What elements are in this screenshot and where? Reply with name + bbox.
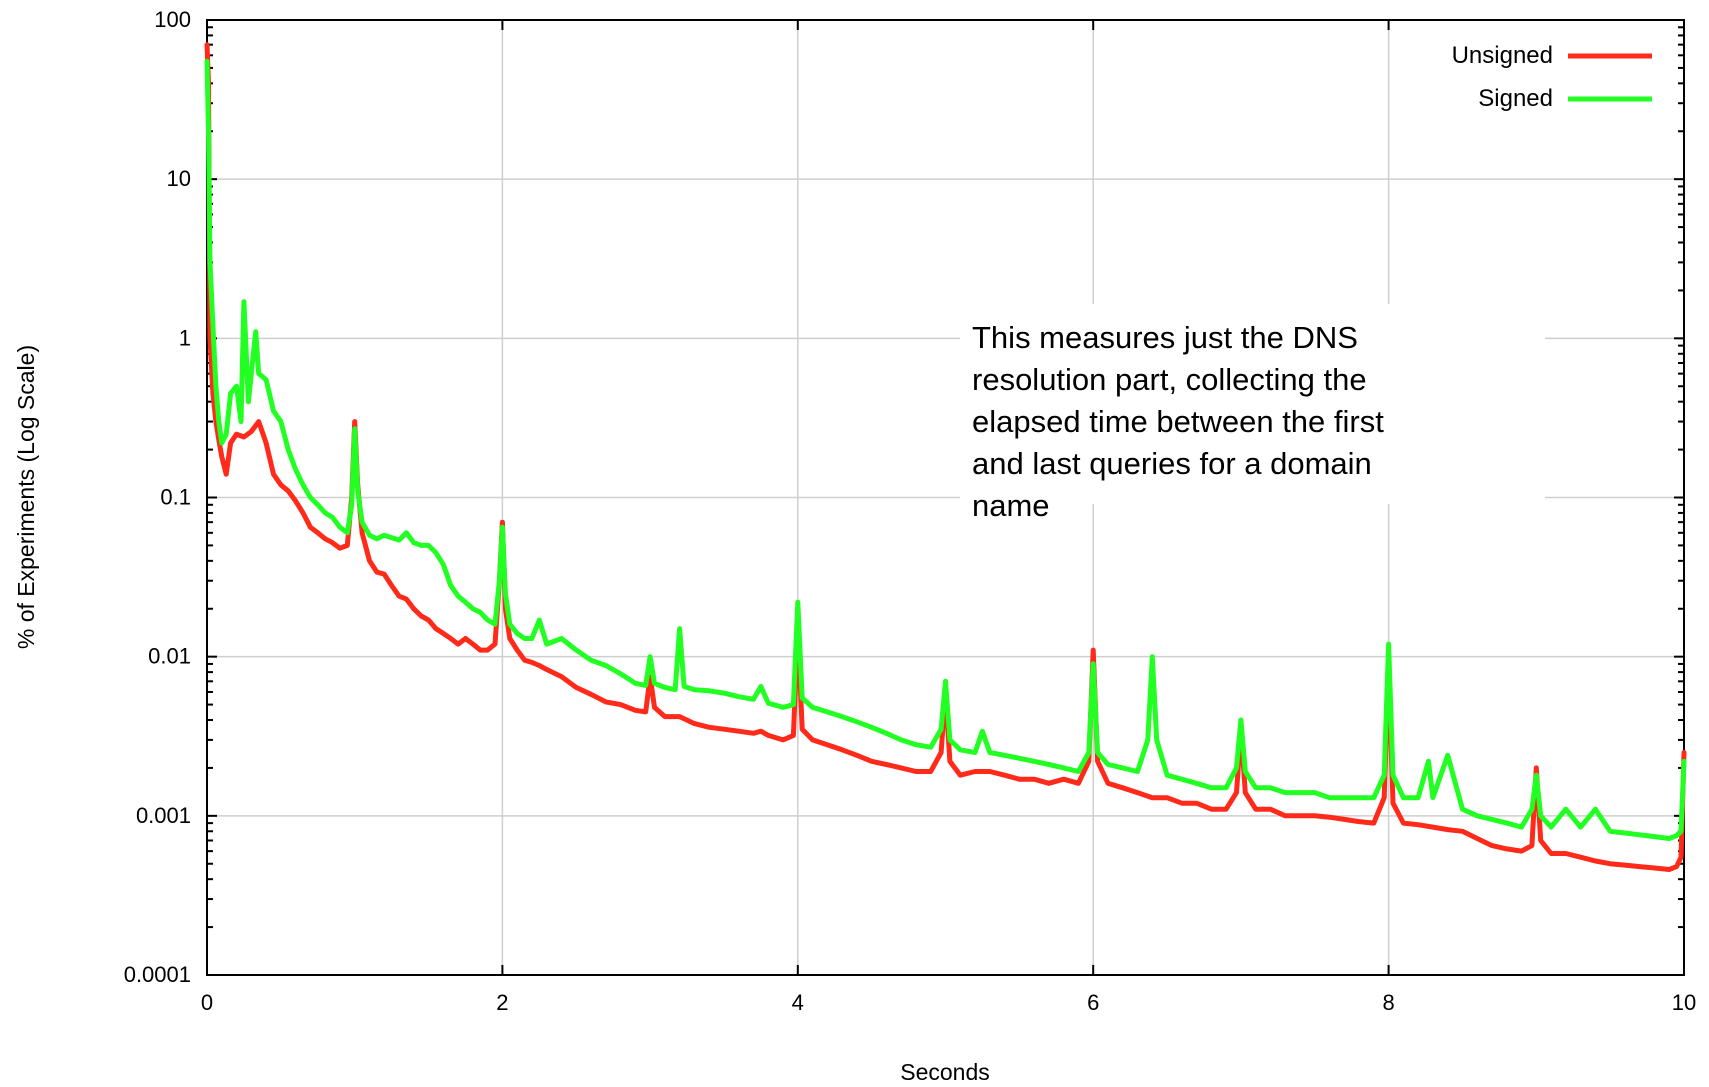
y-tick-label: 0.01 [148, 644, 191, 669]
annotation-line-2: resolution part, collecting the [972, 362, 1367, 397]
annotation-box: This measures just the DNS resolution pa… [960, 304, 1545, 523]
x-tick-label: 2 [496, 990, 508, 1015]
legend-label-unsigned: Unsigned [1452, 42, 1553, 69]
annotation-line-4: and last queries for a domain [972, 446, 1372, 481]
y-tick-label: 0.1 [160, 485, 191, 510]
x-tick-label: 4 [792, 990, 804, 1015]
legend: Unsigned Signed [1452, 42, 1652, 112]
annotation-line-3: elapsed time between the first [972, 404, 1384, 439]
x-tick-label: 10 [1672, 990, 1696, 1015]
legend-label-signed: Signed [1478, 85, 1553, 112]
grid [207, 20, 1684, 975]
y-tick-label: 100 [154, 7, 191, 32]
y-axis-title: % of Experiments (Log Scale) [13, 345, 39, 649]
series-layer [204, 42, 1687, 872]
x-axis-title: Seconds [900, 1059, 990, 1085]
annotation-line-5: name [972, 488, 1050, 523]
y-tick-label: 1 [179, 325, 191, 350]
series-line-signed [204, 58, 1687, 841]
x-tick-label: 6 [1087, 990, 1099, 1015]
annotation-line-1: This measures just the DNS [972, 320, 1358, 355]
y-tick-label: 0.0001 [124, 962, 191, 987]
x-tick-label: 8 [1382, 990, 1394, 1015]
y-tick-label: 10 [167, 166, 191, 191]
x-tick-label: 0 [201, 990, 213, 1015]
y-tick-label: 0.001 [136, 803, 191, 828]
annotation-background [960, 304, 1545, 504]
ticks: 0 2 4 6 8 10 0.0001 0.001 0.01 0.1 1 10 100 [124, 7, 1697, 1015]
